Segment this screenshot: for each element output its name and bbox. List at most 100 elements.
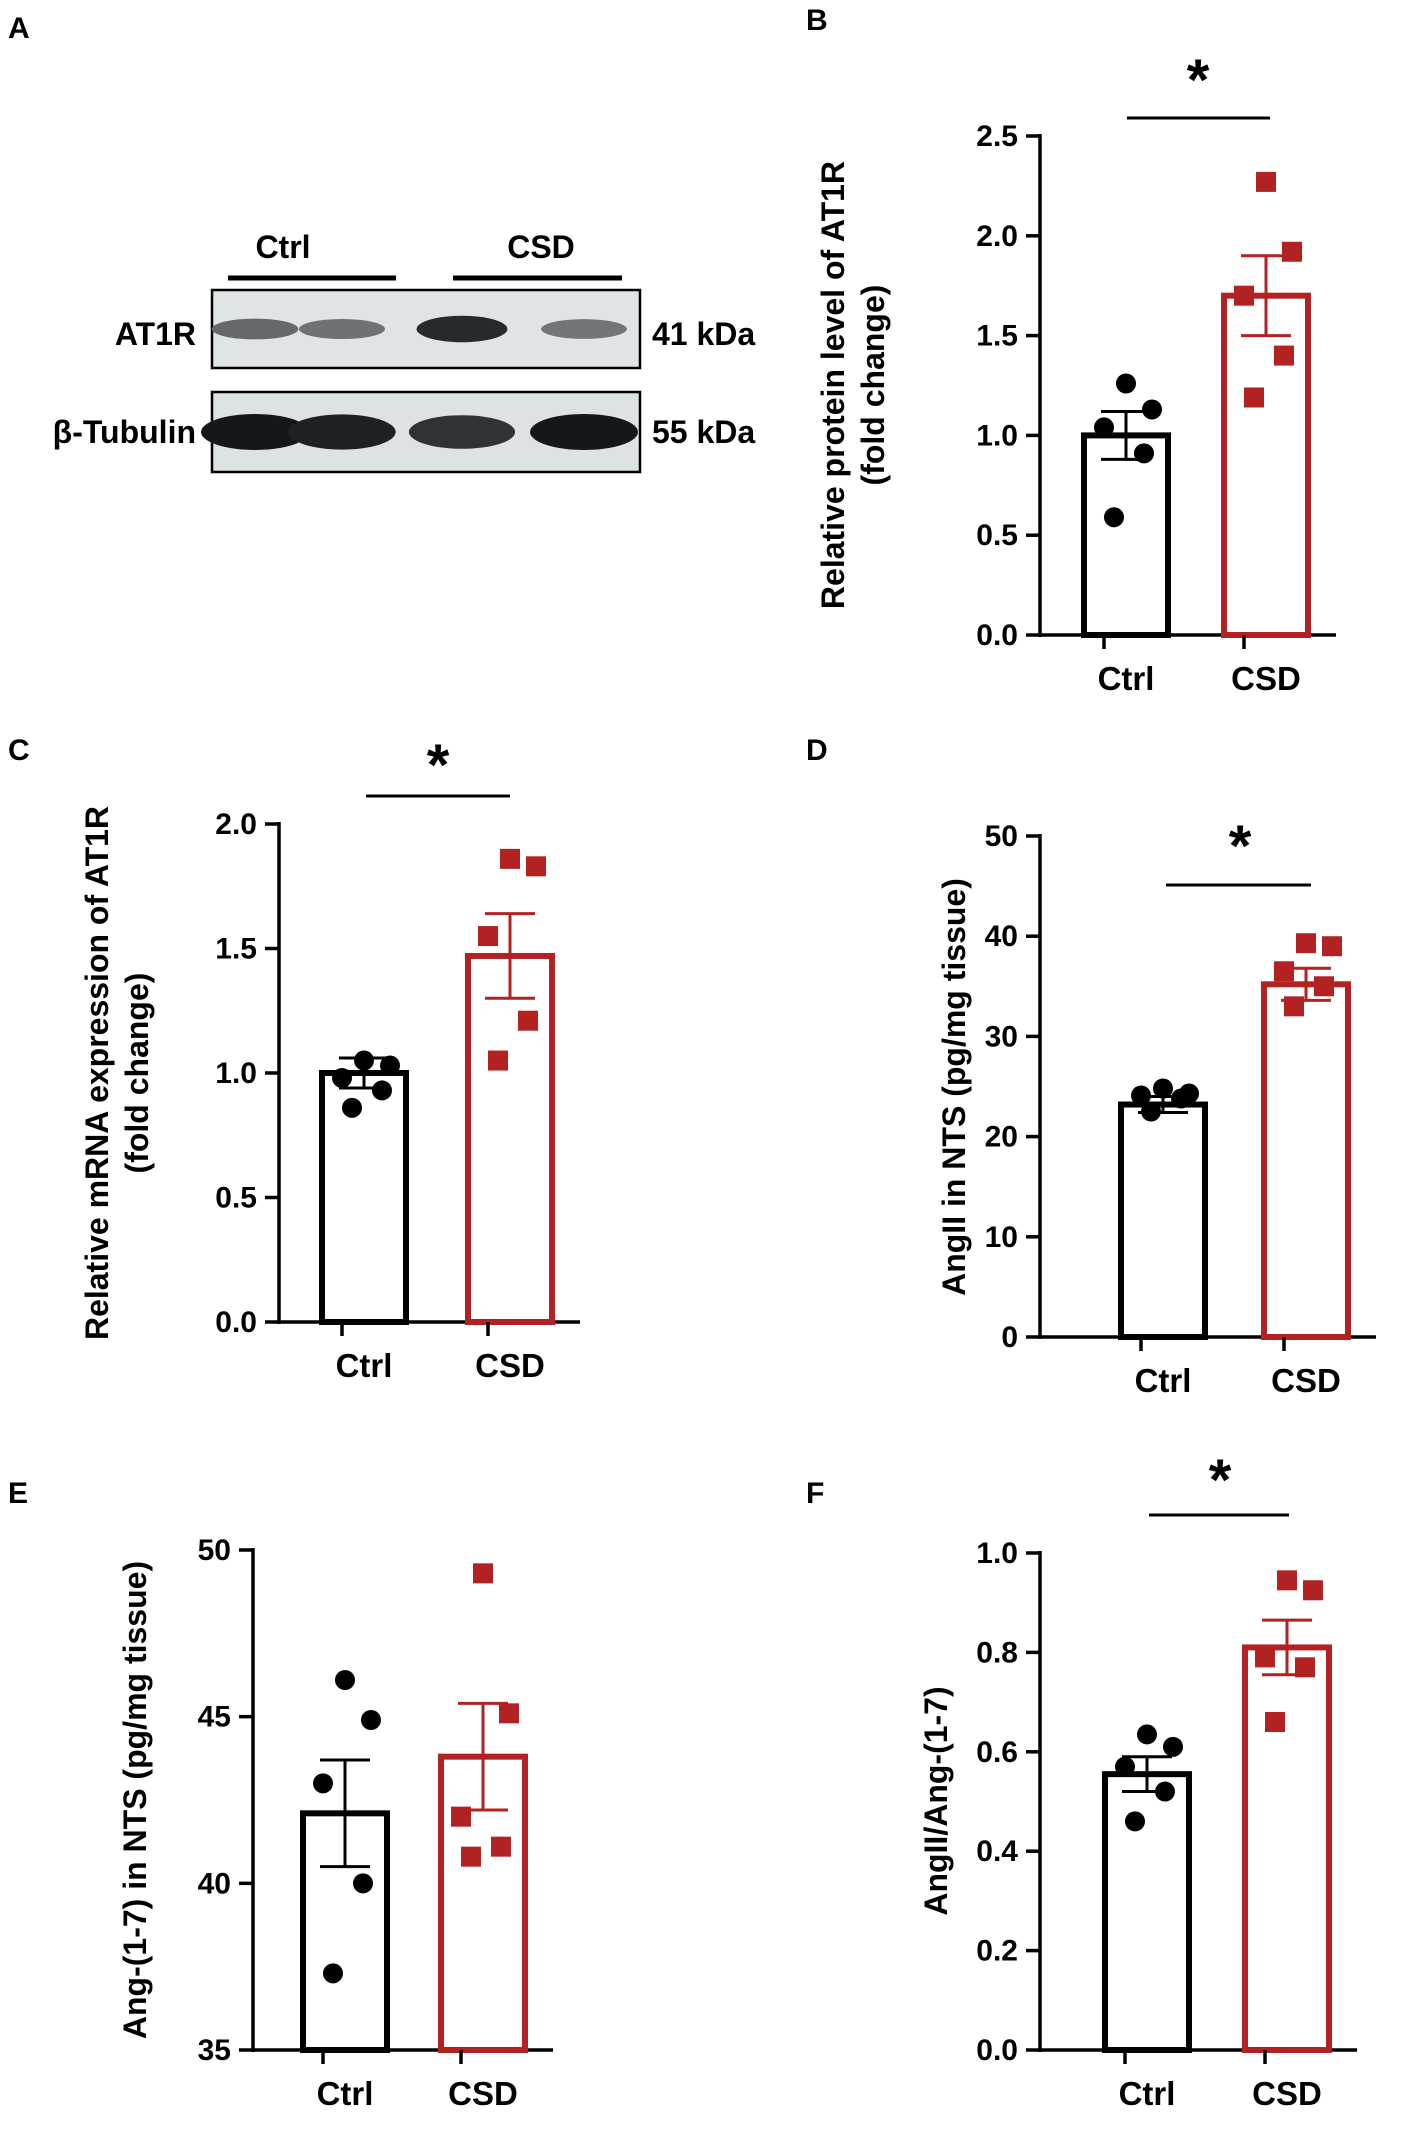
blot-size-label-at1r: 41 kDa (652, 316, 755, 352)
data-point-csd-d-1 (1296, 933, 1316, 954)
blot-band-tubulin-lane-1 (201, 414, 309, 450)
data-point-csd-b-3 (1234, 285, 1254, 306)
significance-star-c: * (427, 733, 450, 798)
bar-csd-d (1261, 981, 1351, 1341)
y-tick-label-f-2: 0.4 (976, 1835, 1018, 1868)
bar-csd-b (1221, 292, 1311, 638)
data-point-csd-f-1 (1277, 1570, 1297, 1591)
panel-label-f: F (806, 1477, 824, 1510)
y-tick-label-b-5: 2.5 (976, 120, 1018, 153)
data-point-ctrl-c-5 (342, 1097, 362, 1118)
y-axis-label-f: AngII/Ang-(1-7) (918, 1686, 954, 1915)
y-axis-label-d: AngII in NTS (pg/mg tissue) (936, 878, 972, 1296)
data-point-ctrl-d-3 (1131, 1085, 1151, 1106)
y-tick-label-e-3: 50 (198, 1534, 231, 1567)
data-point-csd-e-4 (491, 1836, 511, 1857)
data-point-csd-b-5 (1244, 387, 1264, 408)
panel-label-d: D (806, 734, 828, 767)
data-point-csd-d-4 (1314, 976, 1334, 997)
data-point-ctrl-e-4 (353, 1873, 373, 1894)
y-tick-label-b-3: 1.5 (976, 320, 1018, 353)
y-tick-label-d-2: 20 (985, 1121, 1018, 1154)
data-point-ctrl-e-3 (313, 1773, 333, 1794)
blot-band-at1r-lane-2 (299, 319, 385, 339)
panel-label-c: C (8, 734, 30, 767)
data-point-ctrl-b-2 (1142, 399, 1162, 420)
significance-star-d: * (1229, 814, 1252, 879)
bar-charts: B 0.0 0.5 1.0 1.5 2.0 2.5 Relative protein leve… (8, 4, 1376, 2112)
bar-csd-f (1242, 1644, 1332, 2054)
western-blot-panel: A Ctrl CSD AT1R β-Tubulin 41 kDa 55 kDa (8, 12, 755, 474)
blot-band-at1r-lane-4 (541, 319, 627, 339)
bar-ctrl-d (1118, 1101, 1208, 1341)
data-point-ctrl-b-3 (1094, 417, 1114, 438)
data-point-ctrl-e-2 (361, 1710, 381, 1730)
y-axis-label-e: Ang-(1-7) in NTS (pg/mg tissue) (117, 1561, 153, 2039)
data-point-csd-e-2 (499, 1703, 519, 1724)
y-tick-label-c-2: 1.0 (215, 1057, 257, 1090)
data-point-csd-d-5 (1284, 996, 1304, 1017)
blot-band-at1r-lane-1 (211, 318, 299, 340)
data-point-csd-b-4 (1274, 345, 1294, 366)
data-point-csd-c-3 (478, 926, 498, 947)
blot-band-tubulin-lane-3 (408, 415, 516, 449)
data-point-ctrl-f-3 (1115, 1756, 1135, 1777)
y-tick-label-c-3: 1.5 (215, 933, 257, 966)
y-tick-label-d-0: 0 (1001, 1321, 1018, 1354)
significance-star-b: * (1187, 48, 1210, 113)
category-label-csd-c: CSD (475, 1347, 545, 1384)
blot-band-tubulin-lane-4 (530, 414, 638, 450)
data-point-csd-c-5 (488, 1050, 508, 1071)
panel-label-b: B (806, 4, 828, 37)
data-point-csd-c-1 (500, 848, 520, 869)
y-tick-label-e-1: 40 (198, 1867, 231, 1900)
y-tick-label-c-1: 0.5 (215, 1182, 257, 1215)
data-point-ctrl-c-2 (380, 1055, 400, 1076)
y-axis-label-c-line2: (fold change) (119, 973, 155, 1174)
data-point-csd-c-4 (518, 1010, 538, 1031)
data-point-ctrl-b-5 (1104, 507, 1124, 528)
significance-star-f: * (1209, 1448, 1232, 1513)
chart-panel-c: C 0.0 0.5 1.0 1.5 2.0 Relative mRNA expression… (8, 733, 580, 1384)
data-point-ctrl-f-2 (1163, 1736, 1183, 1757)
data-point-csd-e-1 (473, 1563, 493, 1584)
data-point-ctrl-c-4 (372, 1080, 392, 1101)
bar-ctrl-c (319, 1070, 409, 1325)
y-tick-label-d-4: 40 (985, 920, 1018, 953)
y-tick-label-d-1: 10 (985, 1221, 1018, 1254)
data-point-ctrl-f-4 (1155, 1781, 1175, 1802)
data-point-ctrl-f-5 (1125, 1811, 1145, 1832)
y-tick-label-f-0: 0.0 (976, 2034, 1018, 2067)
y-tick-label-b-1: 0.5 (976, 519, 1018, 552)
y-tick-label-e-2: 45 (198, 1701, 231, 1734)
y-tick-label-c-4: 2.0 (215, 808, 257, 841)
y-tick-label-b-2: 1.0 (976, 419, 1018, 452)
data-point-ctrl-d-5 (1141, 1101, 1161, 1122)
panel-label-a: A (8, 12, 30, 45)
chart-panel-b: B 0.0 0.5 1.0 1.5 2.0 2.5 Relative protein leve… (806, 4, 1336, 697)
category-label-csd-b: CSD (1231, 660, 1301, 697)
category-label-ctrl-b: Ctrl (1098, 660, 1155, 697)
y-tick-label-f-3: 0.6 (976, 1736, 1018, 1769)
chart-panel-d: D 0 10 20 30 40 50 AngII in NTS (pg/mg tissue) C… (806, 734, 1376, 1399)
category-label-csd-e: CSD (448, 2075, 518, 2112)
category-label-ctrl-f: Ctrl (1119, 2075, 1176, 2112)
y-tick-label-b-4: 2.0 (976, 220, 1018, 253)
data-point-csd-f-2 (1303, 1580, 1323, 1601)
data-point-ctrl-e-1 (335, 1670, 355, 1690)
blot-band-tubulin-lane-2 (288, 414, 396, 450)
data-point-ctrl-f-1 (1137, 1724, 1157, 1745)
y-tick-label-f-4: 0.8 (976, 1636, 1018, 1669)
category-label-ctrl-d: Ctrl (1135, 1362, 1192, 1399)
blot-group-label-ctrl: Ctrl (255, 229, 310, 265)
bar-csd-c (465, 952, 555, 1325)
blot-band-at1r-lane-3 (416, 315, 508, 343)
chart-panel-e: E 35 40 45 50 Ang-(1-7) in NTS (pg/mg tissue)… (8, 1477, 553, 2112)
data-point-csd-f-5 (1265, 1711, 1285, 1732)
y-tick-label-c-0: 0.0 (215, 1306, 257, 1339)
data-point-csd-f-4 (1295, 1657, 1315, 1678)
data-point-ctrl-c-1 (354, 1050, 374, 1071)
data-point-ctrl-b-4 (1134, 443, 1154, 464)
blot-size-label-tubulin: 55 kDa (652, 414, 755, 450)
